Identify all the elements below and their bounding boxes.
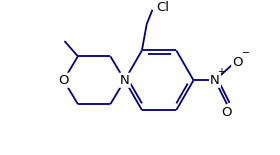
Text: N: N [120,74,130,87]
Text: O: O [58,74,69,87]
Text: O: O [222,106,232,119]
Text: Cl: Cl [157,1,169,14]
Text: O: O [232,56,243,69]
Text: +: + [217,67,225,77]
Text: −: − [242,49,250,58]
Text: N: N [210,74,220,87]
